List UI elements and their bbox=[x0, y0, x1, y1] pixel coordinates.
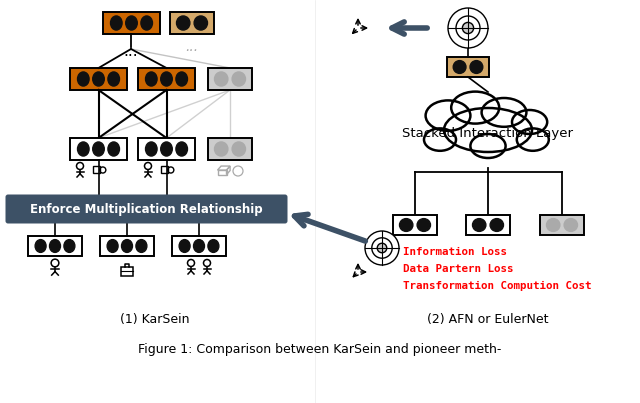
Ellipse shape bbox=[176, 142, 188, 156]
Ellipse shape bbox=[141, 16, 152, 30]
Ellipse shape bbox=[122, 240, 132, 252]
Ellipse shape bbox=[177, 16, 190, 30]
Bar bbox=[208, 138, 252, 160]
Ellipse shape bbox=[399, 218, 413, 231]
Bar bbox=[466, 215, 510, 235]
Bar bbox=[138, 138, 195, 160]
Bar bbox=[70, 68, 127, 90]
Ellipse shape bbox=[470, 60, 483, 73]
Ellipse shape bbox=[194, 16, 207, 30]
Ellipse shape bbox=[108, 72, 120, 86]
Ellipse shape bbox=[472, 218, 486, 231]
Text: Enforce Multiplication Relationship: Enforce Multiplication Relationship bbox=[30, 202, 263, 216]
Bar bbox=[70, 138, 127, 160]
Ellipse shape bbox=[208, 240, 219, 252]
Bar bbox=[172, 236, 226, 256]
Ellipse shape bbox=[426, 100, 470, 131]
Ellipse shape bbox=[108, 142, 120, 156]
Circle shape bbox=[377, 243, 387, 253]
Ellipse shape bbox=[490, 218, 504, 231]
Ellipse shape bbox=[424, 129, 456, 151]
Bar bbox=[170, 12, 214, 34]
Ellipse shape bbox=[64, 240, 75, 252]
Ellipse shape bbox=[77, 142, 89, 156]
Bar bbox=[28, 236, 82, 256]
Ellipse shape bbox=[49, 240, 60, 252]
Bar bbox=[121, 267, 133, 276]
Ellipse shape bbox=[136, 240, 147, 252]
Circle shape bbox=[365, 231, 399, 265]
Ellipse shape bbox=[444, 108, 532, 152]
Ellipse shape bbox=[161, 72, 172, 86]
Ellipse shape bbox=[35, 240, 46, 252]
Ellipse shape bbox=[125, 16, 137, 30]
Text: (1) KarSein: (1) KarSein bbox=[120, 314, 189, 326]
Ellipse shape bbox=[232, 72, 246, 86]
Bar bbox=[138, 68, 195, 90]
FancyBboxPatch shape bbox=[6, 195, 287, 224]
Bar bbox=[540, 215, 584, 235]
Text: Information Loss: Information Loss bbox=[403, 247, 507, 257]
Ellipse shape bbox=[111, 16, 122, 30]
Ellipse shape bbox=[176, 72, 188, 86]
Bar bbox=[208, 68, 252, 90]
Text: Transformation Compution Cost: Transformation Compution Cost bbox=[403, 281, 591, 291]
Ellipse shape bbox=[179, 240, 190, 252]
Ellipse shape bbox=[547, 218, 560, 231]
Circle shape bbox=[462, 23, 474, 33]
Ellipse shape bbox=[145, 72, 157, 86]
Ellipse shape bbox=[564, 218, 577, 231]
Ellipse shape bbox=[417, 218, 431, 231]
Ellipse shape bbox=[93, 142, 104, 156]
Text: Figure 1: Comparison between KarSein and pioneer meth-: Figure 1: Comparison between KarSein and… bbox=[138, 343, 502, 357]
Bar bbox=[93, 166, 100, 173]
Ellipse shape bbox=[482, 98, 527, 127]
Ellipse shape bbox=[214, 142, 228, 156]
Ellipse shape bbox=[512, 110, 547, 134]
Circle shape bbox=[448, 8, 488, 48]
Ellipse shape bbox=[93, 72, 104, 86]
Bar bbox=[393, 215, 437, 235]
Ellipse shape bbox=[453, 60, 466, 73]
Ellipse shape bbox=[77, 72, 89, 86]
Bar bbox=[161, 166, 168, 173]
Ellipse shape bbox=[193, 240, 204, 252]
Ellipse shape bbox=[161, 142, 172, 156]
Text: ...: ... bbox=[186, 40, 198, 54]
Text: (2) AFN or EulerNet: (2) AFN or EulerNet bbox=[428, 314, 548, 326]
Text: Stacked Interaction Layer: Stacked Interaction Layer bbox=[403, 127, 573, 141]
Ellipse shape bbox=[214, 72, 228, 86]
Bar bbox=[100, 236, 154, 256]
Bar bbox=[447, 57, 489, 77]
Ellipse shape bbox=[145, 142, 157, 156]
Ellipse shape bbox=[451, 91, 499, 124]
Ellipse shape bbox=[107, 240, 118, 252]
Ellipse shape bbox=[517, 129, 548, 151]
Circle shape bbox=[372, 238, 392, 258]
Text: ...: ... bbox=[124, 44, 138, 60]
Ellipse shape bbox=[470, 134, 506, 158]
Bar bbox=[103, 12, 160, 34]
Text: Data Partern Loss: Data Partern Loss bbox=[403, 264, 513, 274]
Ellipse shape bbox=[232, 142, 246, 156]
Circle shape bbox=[456, 16, 480, 40]
